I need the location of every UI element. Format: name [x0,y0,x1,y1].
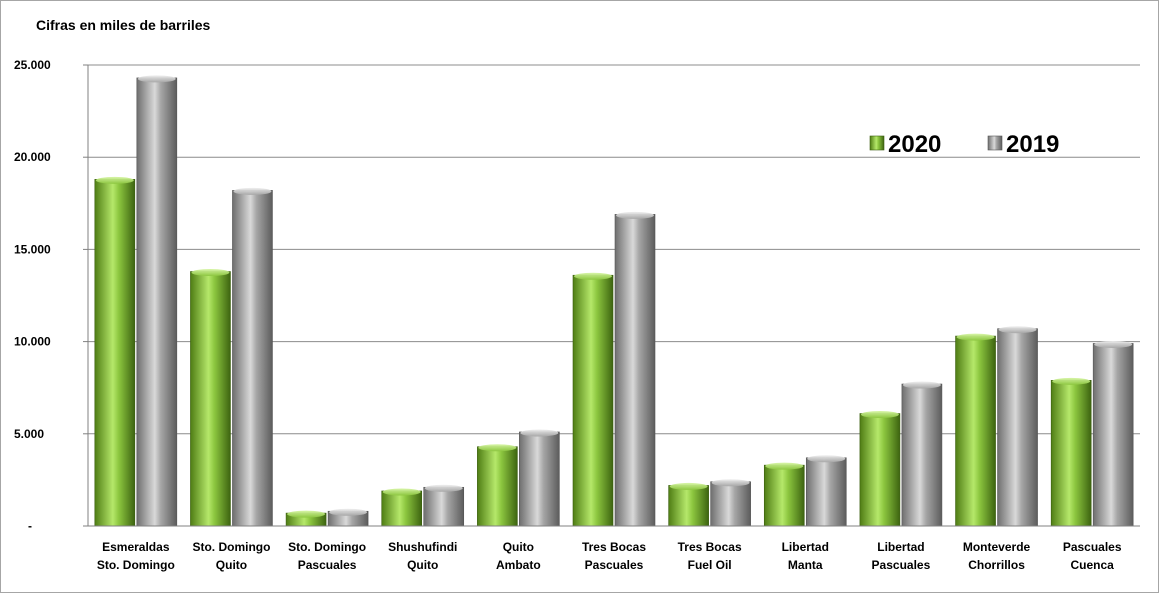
x-category-label: Quito [407,558,438,572]
x-category-label: Chorrillos [968,558,1025,572]
x-category-label: Esmeraldas [102,540,170,554]
x-category-label: Fuel Oil [688,558,732,572]
x-category-label: Quito [503,540,534,554]
bar-2020-7 [763,462,805,527]
bar-2019-9 [997,326,1038,527]
legend-swatch [987,135,1003,151]
bar-2020-3 [381,488,423,527]
y-tick-label: 10.000 [14,335,51,349]
x-category-label: Manta [788,558,823,572]
x-category-label: Sto. Domingo [288,540,366,554]
y-axis-title: Cifras en miles de barriles [36,17,211,33]
legend-label: 2019 [1006,131,1059,158]
bar-2019-7 [805,455,847,527]
bar-2019-5 [614,211,656,527]
legend-label: 2020 [888,131,941,158]
y-tick-label: 15.000 [14,242,51,256]
bar-2019-6 [710,479,751,527]
x-axis-categories: Esmeraldas Sto. Domingo Sto. Domingo Quito S… [97,540,1122,572]
y-tick-label: 5.000 [14,427,44,441]
x-category-label: Tres Bocas [582,540,646,554]
bar-2020-0 [94,176,136,527]
bar-2020-1 [190,269,231,527]
x-category-label: Sto. Domingo [192,540,270,554]
x-category-label: Tres Bocas [678,540,742,554]
x-category-label: Pascuales [585,558,644,572]
bar-2019-10 [1092,340,1134,527]
legend-item-2019: 2019 [987,131,1059,158]
x-category-label: Libertad [782,540,829,554]
legend-swatch [869,135,885,151]
bar-2020-5 [572,272,614,527]
bar-2020-9 [955,333,996,527]
x-category-label: Cuenca [1071,558,1115,572]
bar-2020-10 [1050,377,1092,527]
x-category-label: Pascuales [872,558,931,572]
legend-item-2020: 2020 [869,131,941,158]
bars [94,75,1134,527]
bar-2019-0 [136,75,178,527]
bar-2019-4 [519,429,560,527]
x-category-label: Libertad [877,540,924,554]
x-category-label: Ambato [496,558,541,572]
legend: 2020 2019 [869,131,1059,158]
x-category-label: Pascuales [1063,540,1122,554]
bar-2019-3 [423,484,465,527]
bar-2020-2 [285,510,327,527]
x-category-label: Quito [216,558,247,572]
bar-2019-8 [901,381,943,527]
bar-2019-2 [327,508,369,527]
y-tick-label: 20.000 [14,150,51,164]
y-tick-label: 25.000 [14,58,51,72]
bar-2020-6 [668,482,709,527]
x-category-label: Monteverde [963,540,1031,554]
x-category-label: Sto. Domingo [97,558,175,572]
bar-2020-8 [859,411,901,527]
bar-2019-1 [232,187,273,527]
x-category-label: Pascuales [298,558,357,572]
x-category-label: Shushufindi [388,540,457,554]
y-tick-label: - [28,519,32,533]
bar-2020-4 [477,444,518,527]
y-axis-ticks: - 5.000 10.000 15.000 20.000 25.000 [14,58,88,533]
